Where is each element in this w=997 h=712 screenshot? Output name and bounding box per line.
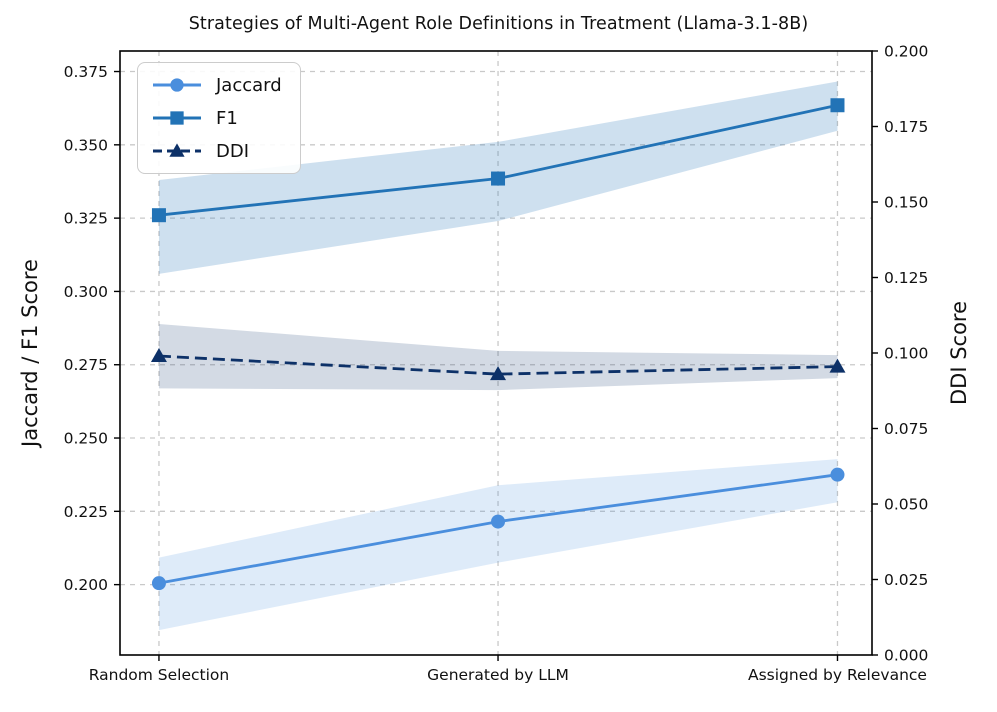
series-markers (150, 98, 846, 591)
chart-title: Strategies of Multi-Agent Role Definitio… (188, 14, 809, 34)
right-axis-title: DDI Score (947, 300, 971, 406)
right-tick-label: 0.200 (884, 43, 928, 61)
left-tick-label: 0.275 (64, 356, 108, 374)
x-tick-label: Generated by LLM (427, 666, 569, 684)
right-tick-label: 0.025 (884, 571, 928, 589)
ddi-line (158, 354, 838, 376)
x-tick-label: Assigned by Relevance (748, 666, 927, 684)
right-tick-label: 0.000 (884, 647, 928, 665)
triangle-marker (829, 358, 846, 373)
f1-line-marker-icon (153, 111, 201, 125)
right-tick-label: 0.100 (884, 345, 928, 363)
x-tick-label: Random Selection (89, 666, 230, 684)
legend: Jaccard F1 DDI (137, 62, 301, 174)
legend-item-ddi: DDI (151, 138, 282, 164)
left-tick-label: 0.200 (64, 576, 108, 594)
legend-label-jaccard: Jaccard (216, 74, 282, 96)
legend-item-f1: F1 (151, 105, 282, 131)
circle-marker (170, 78, 184, 92)
circle-marker (491, 514, 506, 529)
square-marker (830, 98, 845, 113)
circle-marker (830, 467, 845, 482)
axis-ticks: 0.200 0.225 0.250 0.275 0.300 0.325 0.350 0.375… (64, 43, 929, 685)
ddi-line-marker-icon (153, 143, 201, 157)
triangle-marker (490, 366, 507, 381)
triangle-marker (150, 348, 167, 363)
left-tick-label: 0.325 (64, 210, 108, 228)
square-marker (491, 171, 506, 186)
left-tick-label: 0.250 (64, 430, 108, 448)
jaccard-line-marker-icon (153, 78, 201, 92)
ddi-confidence-band (158, 324, 838, 391)
square-marker (170, 111, 184, 125)
jaccard-confidence-band (158, 459, 838, 631)
legend-item-jaccard: Jaccard (151, 72, 282, 98)
legend-label-f1: F1 (216, 107, 238, 129)
left-tick-label: 0.375 (64, 63, 108, 81)
right-tick-label: 0.150 (884, 194, 928, 212)
right-tick-label: 0.125 (884, 269, 928, 287)
right-tick-label: 0.075 (884, 420, 928, 438)
left-tick-label: 0.350 (64, 136, 108, 154)
left-tick-label: 0.225 (64, 503, 108, 521)
triangle-marker (169, 143, 185, 157)
legend-label-ddi: DDI (216, 140, 250, 162)
right-tick-label: 0.175 (884, 118, 928, 136)
left-axis-title: Jaccard / F1 Score (18, 259, 42, 447)
square-marker (151, 208, 166, 223)
right-tick-label: 0.050 (884, 496, 928, 514)
left-tick-label: 0.300 (64, 283, 108, 301)
circle-marker (151, 576, 166, 591)
